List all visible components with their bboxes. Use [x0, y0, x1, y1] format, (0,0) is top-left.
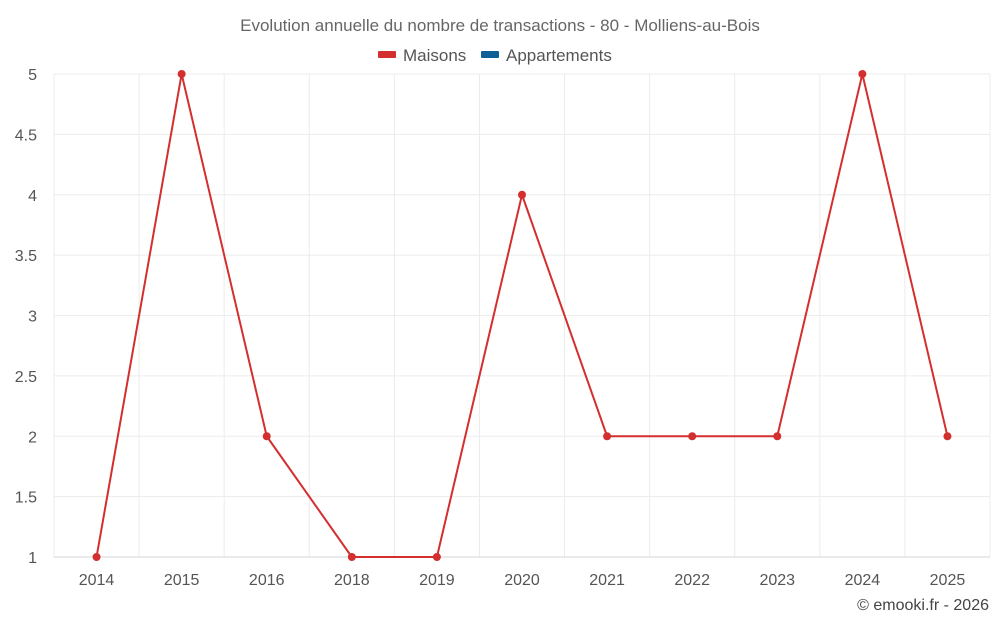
x-tick-label: 2020: [504, 572, 540, 589]
x-tick-label: 2016: [249, 572, 285, 589]
x-tick-label: 2023: [759, 572, 795, 589]
data-point[interactable]: [177, 70, 186, 78]
x-tick-label: 2022: [674, 572, 710, 589]
data-point[interactable]: [943, 432, 952, 441]
legend-swatch-maisons: [378, 51, 396, 58]
data-point[interactable]: [432, 553, 441, 561]
x-tick-label: 2024: [845, 572, 881, 589]
y-tick-label: 5: [28, 67, 37, 84]
data-point[interactable]: [347, 553, 356, 561]
legend-item-appartements[interactable]: Appartements: [481, 46, 612, 65]
data-point[interactable]: [858, 70, 867, 78]
data-point[interactable]: [773, 432, 782, 441]
y-tick-label: 2: [28, 429, 37, 446]
gridlines: [53, 73, 991, 558]
x-tick-label: 2018: [334, 572, 370, 589]
y-tick-label: 1: [28, 550, 37, 567]
data-point[interactable]: [262, 432, 271, 441]
data-point[interactable]: [92, 553, 101, 561]
x-tick-label: 2014: [79, 572, 115, 589]
x-tick-label: 2025: [930, 572, 966, 589]
legend-label-appartements: Appartements: [506, 46, 612, 65]
legend: Maisons Appartements: [378, 46, 612, 65]
y-tick-label: 1.5: [15, 490, 37, 507]
data-point[interactable]: [688, 432, 697, 441]
chart-title: Evolution annuelle du nombre de transact…: [240, 16, 760, 35]
x-tick-label: 2015: [164, 572, 200, 589]
legend-swatch-appartements: [481, 51, 499, 58]
legend-label-maisons: Maisons: [403, 46, 466, 65]
y-axis-ticks: 1 1.5 2 2.5 3 3.5 4 4.5 5: [15, 67, 37, 567]
data-point[interactable]: [603, 432, 612, 441]
x-tick-label: 2019: [419, 572, 455, 589]
y-tick-label: 2.5: [15, 369, 37, 386]
y-tick-label: 4: [28, 188, 37, 205]
y-tick-label: 3: [28, 309, 37, 326]
y-tick-label: 4.5: [15, 127, 37, 144]
x-axis-ticks: 2014 2015 2016 2018 2019 2020 2021 2022 2023 2024…: [79, 572, 966, 589]
x-tick-label: 2021: [589, 572, 625, 589]
data-point[interactable]: [518, 190, 526, 199]
y-tick-label: 3.5: [15, 248, 37, 265]
legend-item-maisons[interactable]: Maisons: [378, 46, 466, 65]
credit-text: © emooki.fr - 2026: [857, 597, 989, 614]
series-maisons: [92, 70, 952, 561]
